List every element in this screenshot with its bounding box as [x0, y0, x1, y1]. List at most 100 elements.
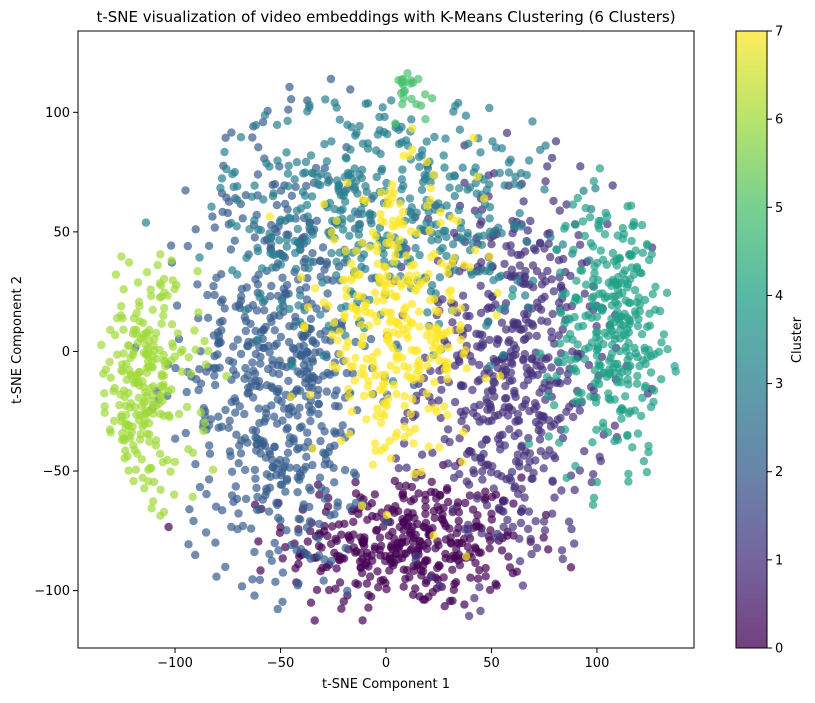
data-point [255, 505, 264, 514]
data-point [134, 393, 143, 402]
data-point [504, 403, 513, 412]
data-point [621, 343, 630, 352]
data-point [278, 568, 288, 577]
data-point [408, 215, 417, 225]
data-point [283, 116, 292, 126]
data-point [455, 125, 465, 134]
data-point [465, 311, 474, 321]
data-point [153, 260, 162, 270]
data-point [399, 582, 408, 591]
data-point [131, 465, 141, 474]
data-point [353, 291, 362, 301]
data-point [549, 287, 558, 296]
data-point [592, 477, 602, 487]
data-point [290, 175, 299, 184]
data-point [291, 312, 300, 322]
data-point [194, 308, 203, 317]
data-point [407, 115, 416, 124]
data-point [459, 427, 468, 437]
data-point [277, 251, 287, 260]
data-point [400, 422, 409, 431]
data-point [524, 507, 534, 516]
data-point [581, 280, 591, 289]
data-point [246, 319, 255, 328]
data-point [506, 368, 516, 377]
data-point [251, 120, 261, 130]
data-point [556, 413, 565, 423]
data-point [439, 151, 448, 160]
data-point [437, 258, 446, 268]
data-point [227, 467, 237, 476]
data-point [215, 363, 224, 372]
data-point [636, 411, 646, 421]
data-point [485, 267, 494, 276]
data-point [370, 439, 380, 448]
data-point [272, 419, 282, 428]
data-point [379, 127, 389, 137]
data-point [662, 288, 672, 297]
data-point [130, 402, 140, 412]
data-point [608, 181, 617, 190]
data-point [452, 545, 461, 554]
data-point [506, 347, 516, 356]
data-point [573, 193, 582, 203]
data-point [468, 385, 477, 395]
data-point [248, 358, 257, 367]
data-point [475, 220, 485, 229]
data-point [375, 112, 384, 122]
data-point [477, 240, 487, 250]
data-point [428, 587, 437, 597]
data-point [562, 200, 571, 209]
data-point [489, 484, 498, 493]
data-point [202, 489, 211, 499]
data-point [610, 335, 620, 344]
data-point [303, 212, 312, 221]
data-point [272, 120, 282, 130]
data-point [407, 345, 416, 355]
data-point [129, 476, 138, 486]
data-point [220, 147, 229, 157]
data-point [352, 246, 361, 256]
data-point [633, 371, 642, 381]
data-point [608, 248, 618, 258]
data-point [568, 347, 577, 356]
data-point [346, 85, 355, 94]
data-point [254, 225, 263, 234]
data-point [526, 216, 535, 226]
data-point [164, 387, 173, 396]
data-point [283, 205, 292, 214]
data-point [603, 219, 612, 229]
data-point [201, 528, 211, 537]
data-point [253, 247, 263, 256]
data-point [184, 445, 193, 454]
data-point [351, 353, 360, 362]
data-point [424, 404, 433, 413]
data-point [386, 554, 395, 563]
data-point [159, 507, 169, 517]
data-point [615, 346, 624, 356]
data-point [165, 412, 174, 422]
data-point [478, 415, 488, 424]
data-point [167, 256, 176, 265]
data-point [225, 447, 235, 456]
data-point [440, 602, 449, 611]
data-point [264, 507, 274, 516]
data-point [276, 260, 286, 269]
data-point [424, 269, 433, 279]
data-point [532, 402, 541, 411]
data-point [146, 285, 155, 294]
data-point [482, 501, 492, 510]
data-point [534, 303, 543, 312]
data-point [402, 566, 412, 575]
data-point [118, 314, 127, 323]
data-point [501, 325, 511, 334]
data-point [211, 380, 220, 390]
data-point [256, 359, 265, 368]
data-point [454, 516, 463, 526]
data-point [334, 520, 344, 529]
data-point [350, 376, 359, 385]
data-point [395, 199, 404, 208]
data-point [303, 348, 312, 357]
data-point [570, 364, 579, 373]
